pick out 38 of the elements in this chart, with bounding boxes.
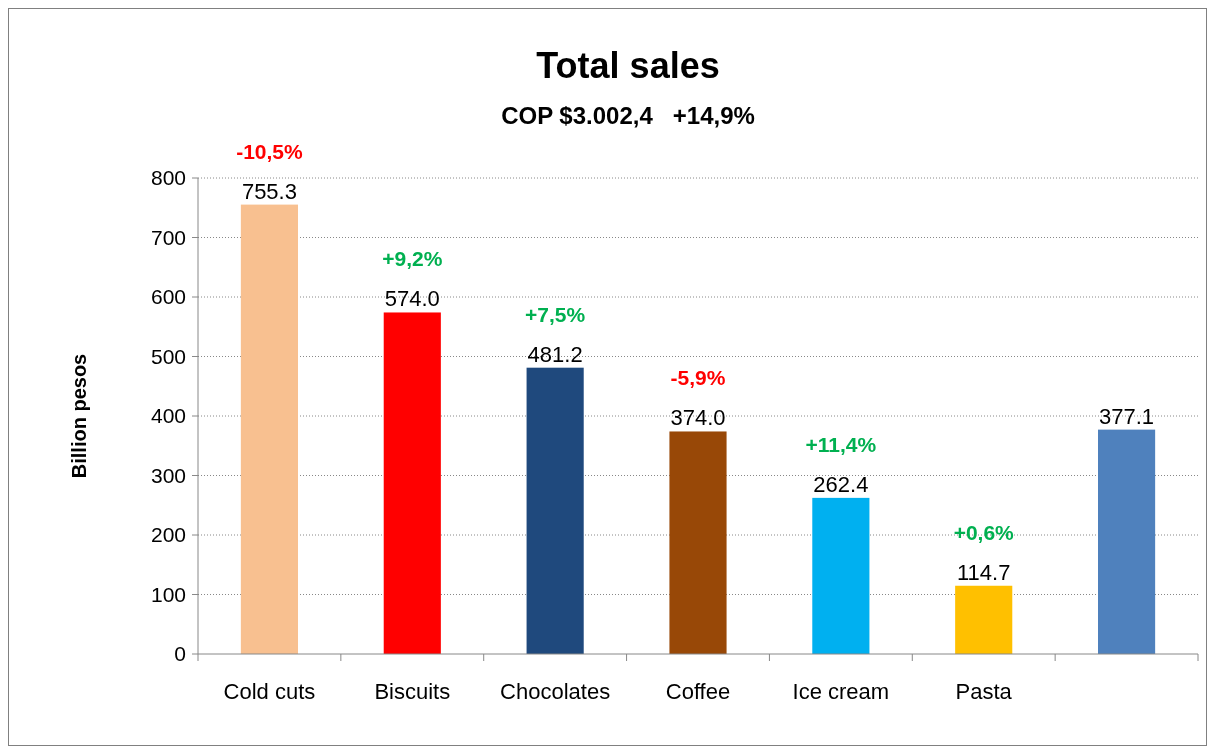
x-tick-label: Cold cuts (223, 679, 316, 704)
x-tick-label: Chocolates (500, 679, 611, 704)
y-tick-label: 800 (150, 166, 186, 190)
y-tick-label: 500 (150, 344, 186, 368)
y-tick-label: 100 (150, 582, 186, 606)
annotation: +7,5% (525, 302, 586, 326)
data-label: 377.1 (1099, 403, 1155, 429)
data-label: 574.0 (384, 286, 440, 312)
bar (526, 367, 584, 654)
y-axis-title: Billion pesos (68, 353, 90, 479)
x-tick-label: Pasta (955, 679, 1013, 704)
bar (240, 204, 298, 654)
annotation: +11,4% (805, 432, 877, 456)
bar (383, 312, 441, 654)
y-tick-label: 0 (174, 642, 186, 666)
y-tick-label: 400 (150, 404, 186, 428)
bar (669, 431, 727, 654)
annotation: -10,5% (236, 139, 304, 163)
y-tick-label: 300 (150, 463, 186, 487)
data-label: 755.3 (241, 178, 297, 204)
x-tick-label: Ice cream (792, 679, 890, 704)
data-label: 481.2 (527, 341, 583, 367)
bar (955, 585, 1013, 654)
annotation: -5,9% (670, 366, 726, 390)
x-tick-label: Coffee (665, 679, 731, 704)
bar (812, 497, 870, 654)
data-label: 114.7 (957, 559, 1011, 585)
chart-subtitle: COP $3.002,4 +14,9% (501, 102, 755, 129)
y-tick-label: 200 (150, 523, 186, 547)
bar (1098, 429, 1156, 654)
y-tick-label: 700 (150, 225, 186, 249)
x-tick-label: Biscuits (374, 679, 451, 704)
data-label: 374.0 (670, 405, 726, 431)
annotation: +0,6% (953, 520, 1015, 544)
data-label: 262.4 (813, 471, 869, 497)
chart-title: Total sales (536, 45, 720, 86)
annotation: +9,2% (382, 247, 443, 271)
y-tick-label: 600 (150, 285, 186, 309)
